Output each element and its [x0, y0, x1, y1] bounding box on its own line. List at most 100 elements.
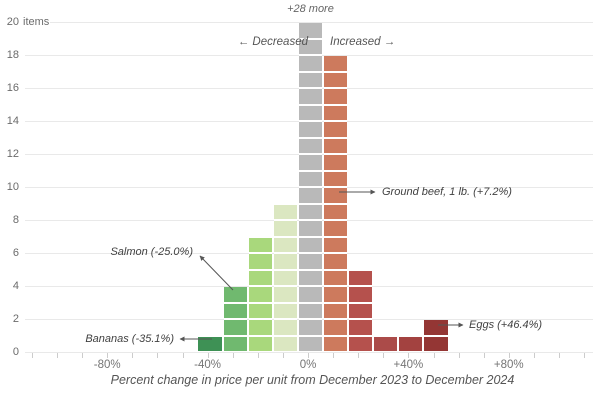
- x-axis-tick: [383, 353, 385, 358]
- annotation-salmon: Salmon (-25.0%): [110, 246, 193, 258]
- bar-cell: [273, 303, 297, 318]
- decreased-direction-label: ← Decreased: [237, 36, 308, 48]
- y-axis-label: 6: [12, 247, 19, 259]
- bar-cell: [298, 23, 323, 38]
- bar-cell: [298, 320, 323, 335]
- bar-cell: [248, 287, 272, 302]
- bar-cell: [298, 336, 323, 351]
- x-axis-tick: [408, 353, 410, 358]
- x-axis-tick: [157, 353, 159, 358]
- x-axis-tick: [182, 353, 184, 358]
- histogram-bar-8: [399, 336, 423, 351]
- bar-cell: [298, 270, 323, 285]
- bar-cell: [273, 204, 297, 219]
- bar-cell: [323, 204, 348, 219]
- bar-cell: [223, 303, 247, 318]
- bar-cell: [223, 336, 247, 351]
- bar-cell: [248, 237, 272, 252]
- x-axis-tick: [358, 353, 360, 358]
- bar-cell: [298, 138, 323, 153]
- x-axis-tick: [257, 353, 259, 358]
- bar-cell: [298, 287, 323, 302]
- x-axis-tick: [107, 353, 109, 358]
- bar-cell: [298, 89, 323, 104]
- bar-cell: [273, 237, 297, 252]
- bar-cell: [323, 188, 348, 203]
- y-axis-label: 2: [12, 313, 19, 325]
- bar-cell: [323, 336, 348, 351]
- histogram-bar-6: [349, 270, 373, 351]
- histogram-bar-7: [374, 336, 398, 351]
- bar-cell: [399, 336, 423, 351]
- x-axis-tick: [282, 353, 284, 358]
- bar-cell: [323, 72, 348, 87]
- increased-direction-label: Increased →: [330, 36, 396, 48]
- bar-cell: [248, 270, 272, 285]
- annotation-bananas: Bananas (-35.1%): [85, 333, 174, 345]
- x-axis-tick: [132, 353, 134, 358]
- bar-cell: [298, 303, 323, 318]
- bar-cell: [248, 336, 272, 351]
- bar-cell: [298, 188, 323, 203]
- y-axis-label: 20: [6, 16, 19, 28]
- bar-cell: [273, 336, 297, 351]
- x-axis-tick: [333, 353, 335, 358]
- x-axis-tick: [533, 353, 535, 358]
- histogram-bar-0: [198, 336, 222, 351]
- bar-cell: [248, 320, 272, 335]
- bar-cell: [323, 138, 348, 153]
- x-axis-tick: [559, 353, 560, 358]
- bar-cell: [273, 320, 297, 335]
- bar-cell: [424, 336, 448, 351]
- bar-cell: [298, 105, 323, 120]
- annotation-eggs: Eggs (+46.4%): [469, 319, 543, 331]
- bar-cell: [349, 336, 373, 351]
- histogram-bar-5: [323, 56, 348, 351]
- x-axis-label: 0%: [299, 359, 317, 371]
- bar-cell: [349, 287, 373, 302]
- x-axis-label: +40%: [393, 359, 424, 371]
- x-axis-tick: [584, 353, 586, 358]
- x-axis-tick: [483, 353, 485, 358]
- y-axis-unit-label: items: [23, 16, 50, 28]
- bar-cell: [273, 221, 297, 236]
- bar-cell: [323, 287, 348, 302]
- annotation-ground-beef: Ground beef, 1 lb. (+7.2%): [382, 186, 512, 198]
- y-axis-label: 10: [6, 181, 19, 193]
- bar-cell: [323, 221, 348, 236]
- bar-cell: [223, 287, 247, 302]
- x-axis-tick: [433, 353, 435, 358]
- bar-cell: [298, 171, 323, 186]
- bar-cell: [349, 303, 373, 318]
- bar-cell: [349, 320, 373, 335]
- bar-cell: [273, 270, 297, 285]
- bar-cell: [298, 122, 323, 137]
- bar-cell: [424, 320, 448, 335]
- x-axis-tick: [458, 353, 460, 358]
- bar-cell: [323, 254, 348, 269]
- y-axis-label: 16: [6, 82, 19, 94]
- bar-cell: [323, 171, 348, 186]
- histogram-bar-1: [223, 287, 247, 351]
- x-axis-tick: [207, 353, 209, 358]
- annotation-arrow-salmon: [199, 255, 234, 291]
- histogram-bar-9: [424, 320, 448, 351]
- bar-cell: [323, 105, 348, 120]
- y-axis-label: 18: [6, 49, 19, 61]
- bar-cell: [298, 155, 323, 170]
- chart-caption: Percent change in price per unit from De…: [110, 373, 515, 387]
- y-axis-label: 8: [12, 214, 19, 226]
- x-axis-tick: [82, 353, 84, 358]
- x-axis-label: -80%: [93, 359, 121, 371]
- bar-cell: [298, 221, 323, 236]
- x-axis-label: -40%: [194, 359, 222, 371]
- bar-cell: [198, 336, 222, 351]
- bar-cell: [323, 155, 348, 170]
- histogram-bar-4: [298, 23, 323, 351]
- bar-cell: [248, 254, 272, 269]
- x-axis-tick: [232, 353, 234, 358]
- bar-cell: [298, 204, 323, 219]
- gridline: [50, 22, 593, 23]
- y-axis-label: 4: [12, 280, 19, 292]
